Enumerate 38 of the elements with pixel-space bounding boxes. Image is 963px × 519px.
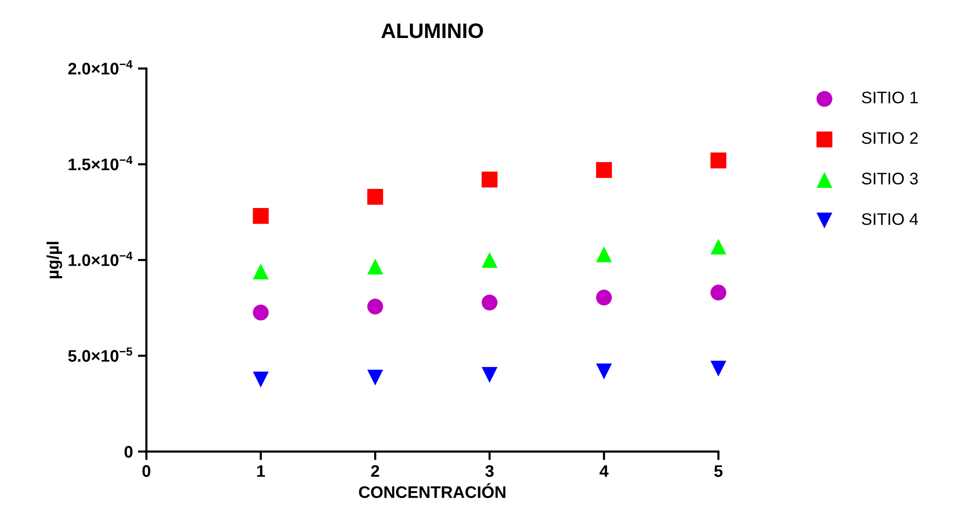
legend-label: SITIO 2 <box>862 132 918 144</box>
x-tick-label: 0 <box>142 465 150 477</box>
point <box>252 372 269 388</box>
y-tick-label: 2.0×10$^{−4}$ <box>68 60 133 75</box>
point <box>367 298 384 314</box>
y-axis-title: µg/µl <box>46 242 62 278</box>
point <box>367 370 384 386</box>
point <box>252 208 269 224</box>
point <box>482 252 498 268</box>
point <box>596 290 612 306</box>
x-tick-label: 5 <box>714 465 723 477</box>
point <box>596 364 612 380</box>
chart-title: ALUMINIO <box>381 23 484 38</box>
y-tick-label: 5.0×10$^{−5}$ <box>68 347 132 362</box>
point <box>710 238 726 255</box>
y-tick-label: 0 <box>124 446 132 458</box>
point <box>710 284 726 300</box>
x-tick-label: 3 <box>485 465 494 477</box>
point <box>596 246 612 262</box>
point <box>367 188 384 205</box>
legend-label: SITIO 4 <box>862 213 918 226</box>
point <box>252 304 269 320</box>
point <box>710 360 726 377</box>
x-axis-title: CONCENTRACIÓN <box>359 483 506 498</box>
y-tick-label: 1.5×10$^{−4}$ <box>68 156 133 170</box>
x-tick-label: 2 <box>371 465 380 477</box>
point <box>710 152 726 168</box>
x-tick-label: 1 <box>257 465 265 477</box>
point <box>482 294 498 310</box>
point <box>482 367 498 383</box>
x-tick-label: 4 <box>600 465 609 477</box>
point <box>252 264 269 280</box>
point <box>482 172 498 188</box>
legend-label: SITIO 1 <box>862 92 918 104</box>
point <box>367 258 384 274</box>
y-tick-label: 1.0×10$^{−4}$ <box>68 252 133 266</box>
legend-label: SITIO 3 <box>862 172 918 184</box>
point <box>596 162 612 178</box>
